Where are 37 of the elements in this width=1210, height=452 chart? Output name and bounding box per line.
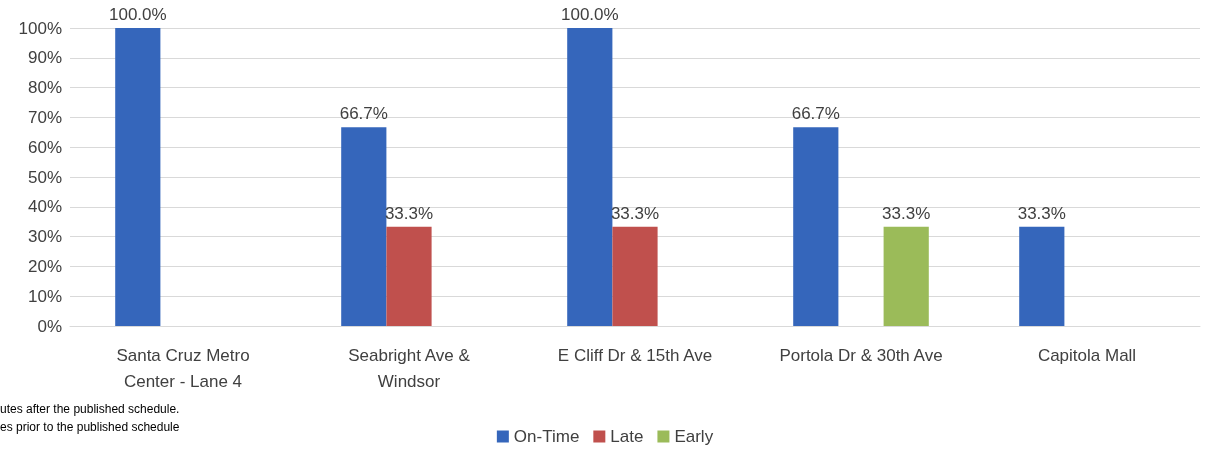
- y-tick-label: 60%: [27, 137, 62, 157]
- y-tick-label: 30%: [27, 227, 62, 247]
- data-label: 100.0%: [560, 5, 619, 24]
- y-tick-label: 40%: [27, 197, 62, 217]
- x-tick-label: Capitola Mall: [1037, 345, 1137, 365]
- y-tick-label: 50%: [27, 167, 62, 187]
- data-label: 33.3%: [882, 203, 931, 223]
- y-tick-label: 90%: [27, 48, 62, 68]
- bar: [567, 28, 613, 326]
- data-label: 33.3%: [384, 203, 434, 223]
- legend-label: Early: [674, 427, 714, 446]
- bar: [1019, 226, 1065, 326]
- x-tick-label: Santa Cruz Metro Center - Lane 4: [116, 345, 250, 391]
- data-label: 33.3%: [610, 203, 660, 223]
- text: utes after the published schedule.: [0, 402, 180, 416]
- data-label: 66.7%: [339, 104, 388, 124]
- y-tick-label: 70%: [27, 107, 62, 127]
- text: es prior to the published schedule: [0, 420, 180, 434]
- x-tick-label: Seabright Ave & Windsor: [348, 345, 471, 391]
- legend-label: On-Time: [513, 427, 580, 446]
- bar: [883, 226, 929, 326]
- legend-label: Late: [610, 427, 644, 446]
- bar: [115, 28, 161, 326]
- data-label: 66.7%: [791, 104, 840, 124]
- y-tick-label: 10%: [27, 286, 62, 306]
- bar: [612, 226, 658, 326]
- data-label: 33.3%: [1017, 203, 1066, 223]
- bar: [386, 226, 432, 326]
- y-tick-label: 100%: [18, 18, 62, 38]
- data-label: 100.0%: [108, 5, 167, 24]
- bar: [793, 127, 839, 326]
- bar: [341, 127, 387, 326]
- x-tick-label: Portola Dr & 30th Ave: [779, 345, 943, 365]
- y-tick-label: 80%: [27, 78, 62, 98]
- y-tick-label: 0%: [37, 316, 62, 336]
- x-tick-label: E Cliff Dr & 15th Ave: [557, 345, 713, 365]
- y-tick-label: 20%: [27, 256, 62, 276]
